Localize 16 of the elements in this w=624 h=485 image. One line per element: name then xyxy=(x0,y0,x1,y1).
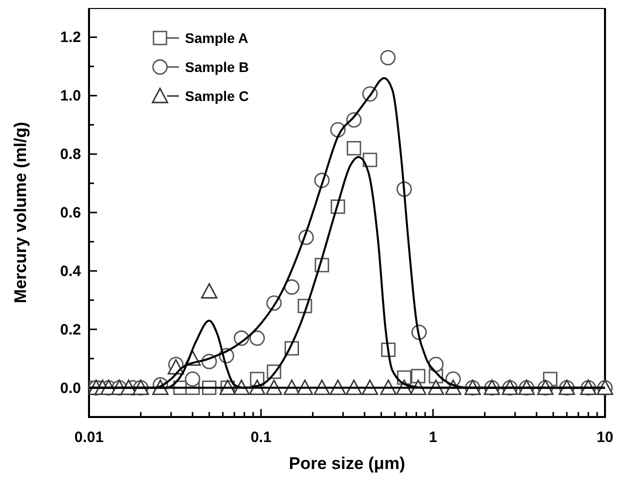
x-tick-label: 10 xyxy=(596,429,614,446)
y-tick-label: 0.2 xyxy=(60,321,81,338)
y-axis-title: Mercury volume (ml/g) xyxy=(11,122,30,304)
x-tick-label: 0.1 xyxy=(250,429,272,446)
x-tick-label: 1 xyxy=(428,429,438,446)
y-tick-label: 0.8 xyxy=(60,146,81,164)
y-tick-label: 0.6 xyxy=(60,204,81,222)
y-tick-label: 1.2 xyxy=(60,29,81,46)
legend-label: Sample C xyxy=(185,88,249,104)
legend-label: Sample A xyxy=(185,30,248,46)
y-tick-label: 0.0 xyxy=(60,380,81,397)
y-tick-label: 1.0 xyxy=(60,88,81,105)
x-tick-label: 0.01 xyxy=(74,429,104,446)
x-axis-title: Pore size (μm) xyxy=(288,454,406,473)
legend-label: Sample B xyxy=(185,59,249,75)
y-tick-label: 0.4 xyxy=(60,262,82,280)
